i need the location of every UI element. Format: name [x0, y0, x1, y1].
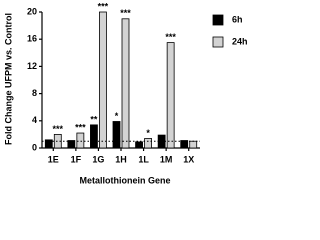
legend-label: 6h [232, 14, 243, 24]
y-tick-label: 0 [32, 142, 37, 152]
legend-label: 24h [232, 36, 248, 46]
bar [180, 140, 189, 149]
x-axis-label: Metallothionein Gene [79, 175, 170, 185]
legend-swatch [212, 36, 224, 48]
x-tick-label: 1E [48, 154, 59, 164]
y-tick-label: 12 [27, 61, 37, 71]
bar [144, 138, 152, 149]
bar [121, 18, 130, 149]
legend-swatch [212, 14, 224, 26]
bar [53, 133, 62, 149]
significance: *** [98, 1, 109, 11]
y-tick-label: 16 [27, 34, 37, 44]
significance: * [146, 128, 150, 138]
bar [90, 124, 98, 149]
y-tick-label: 20 [27, 6, 37, 16]
bar [166, 42, 175, 149]
significance: * [115, 111, 119, 121]
bar [135, 141, 143, 149]
y-axis-label: Fold Change UFPM vs. Control [3, 13, 13, 145]
significance: *** [120, 8, 131, 18]
bar [112, 121, 121, 149]
significance: *** [53, 124, 64, 134]
x-tick-label: 1G [92, 154, 104, 164]
y-tick-label: 4 [32, 115, 37, 125]
chart: Fold Change UFPM vs. Control Metallothio… [3, 1, 248, 185]
significance: ** [90, 114, 98, 124]
bar [44, 139, 53, 149]
x-tick-label: 1L [138, 154, 149, 164]
x-tick-label: 1H [115, 154, 127, 164]
bar [99, 11, 107, 149]
x-tick-label: 1F [71, 154, 82, 164]
bar [189, 140, 198, 149]
significance: *** [75, 122, 86, 132]
x-tick-label: 1M [160, 154, 173, 164]
bar [67, 140, 76, 149]
x-tick-label: 1X [183, 154, 194, 164]
significance: *** [165, 32, 176, 42]
y-tick-label: 8 [32, 88, 37, 98]
bar [76, 132, 85, 149]
